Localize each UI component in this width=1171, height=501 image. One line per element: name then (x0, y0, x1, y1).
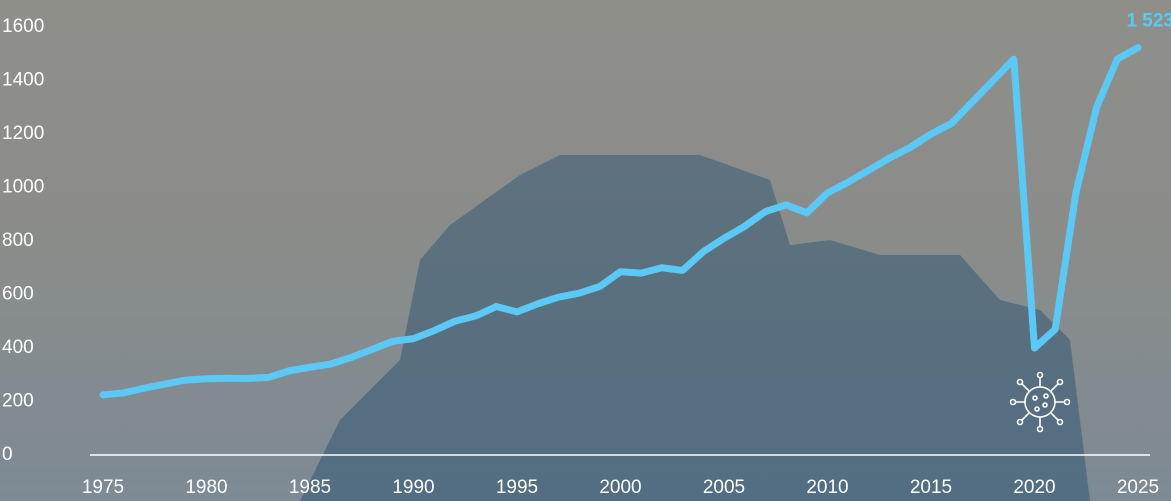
x-tick-label: 2025 (1117, 477, 1159, 498)
x-tick-label: 2005 (703, 477, 745, 498)
x-tick-label: 1995 (496, 477, 538, 498)
y-tick-label: 600 (2, 284, 34, 305)
y-tick-label: 400 (2, 337, 34, 358)
y-tick-label: 200 (2, 391, 34, 412)
x-tick-label: 2010 (806, 477, 848, 498)
x-tick-label: 1985 (289, 477, 331, 498)
y-tick-label: 1400 (2, 70, 44, 91)
virus-icon (1009, 371, 1071, 433)
line (99, 44, 1142, 399)
y-tick-label: 800 (2, 230, 34, 251)
y-tick-label: 1600 (2, 16, 44, 37)
mountain (300, 155, 1090, 501)
x-tick-label: 2020 (1013, 477, 1055, 498)
x-tick-label: 2015 (910, 477, 952, 498)
x-tick-label: 1975 (82, 477, 124, 498)
x-tick-label: 1990 (392, 477, 434, 498)
y-tick-label: 0 (2, 444, 13, 465)
x-tick-label: 1980 (185, 477, 227, 498)
y-tick-label: 1000 (2, 177, 44, 198)
y-tick-label: 1200 (2, 123, 44, 144)
value-label: 1 523 (1126, 11, 1171, 32)
x-tick-label: 2000 (599, 477, 641, 498)
